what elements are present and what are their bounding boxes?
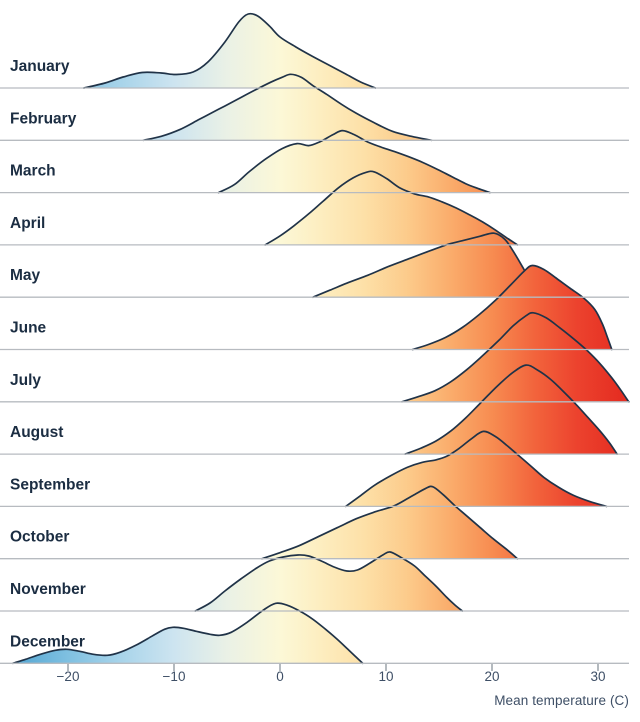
month-label-july: July — [10, 372, 41, 389]
x-tick-label: 0 — [276, 669, 284, 684]
month-label-june: June — [10, 320, 47, 337]
month-label-february: February — [10, 110, 77, 127]
month-label-september: September — [10, 476, 90, 493]
density-curve-february — [142, 73, 433, 142]
density-curve-september — [344, 430, 608, 508]
density-curve-march — [217, 129, 491, 194]
x-tick-label: 30 — [590, 669, 605, 684]
x-axis-title: Mean temperature (C) — [494, 693, 629, 708]
month-label-march: March — [10, 163, 56, 180]
density-curve-november — [194, 551, 464, 612]
density-curve-january — [83, 12, 377, 89]
density-curve-july — [401, 311, 630, 403]
density-curve-october — [261, 485, 519, 560]
month-label-august: August — [10, 424, 63, 441]
month-label-october: October — [10, 529, 69, 546]
x-tick-label: 10 — [378, 669, 393, 684]
month-label-may: May — [10, 267, 41, 284]
x-tick-label: −20 — [57, 669, 80, 684]
month-label-january: January — [10, 58, 70, 75]
month-label-november: November — [10, 581, 86, 598]
x-tick-label: 20 — [484, 669, 499, 684]
density-curve-august — [404, 364, 618, 455]
x-tick-label: −10 — [163, 669, 186, 684]
month-label-april: April — [10, 215, 45, 232]
density-curve-april — [264, 170, 519, 246]
month-label-december: December — [10, 633, 85, 650]
density-curve-december — [12, 602, 364, 665]
